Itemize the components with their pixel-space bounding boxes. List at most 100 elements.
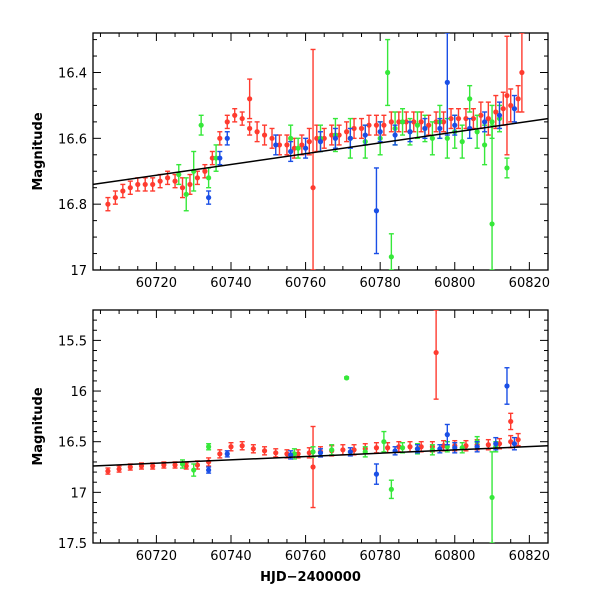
data-point: [105, 201, 111, 207]
data-point: [310, 449, 316, 455]
data-point: [489, 494, 495, 501]
data-point: [381, 439, 387, 445]
data-point: [433, 349, 439, 356]
data-point: [224, 451, 230, 457]
data-point: [288, 148, 294, 155]
data-point: [504, 92, 510, 99]
x-tick-label: 60800: [434, 549, 475, 564]
data-point: [344, 129, 350, 135]
data-point: [187, 181, 193, 188]
data-point: [273, 142, 279, 148]
data-point: [396, 119, 402, 125]
data-point: [407, 129, 413, 135]
data-point: [358, 125, 365, 132]
y-tick-label: 16.8: [58, 198, 87, 213]
data-point: [142, 181, 148, 188]
data-point: [194, 462, 201, 468]
data-point: [485, 442, 491, 448]
data-point: [481, 119, 488, 125]
data-point: [496, 441, 503, 447]
data-point: [385, 445, 391, 451]
x-tick-label: 60780: [359, 549, 400, 564]
data-point: [217, 155, 223, 161]
data-point: [414, 122, 421, 128]
data-point: [496, 112, 503, 118]
data-point: [351, 125, 357, 132]
data-point: [329, 447, 335, 453]
data-point: [150, 463, 156, 469]
data-point: [448, 115, 454, 122]
data-point: [444, 432, 450, 438]
data-point: [508, 418, 514, 425]
data-point: [340, 447, 346, 453]
data-point: [377, 129, 383, 135]
data-point: [317, 450, 324, 456]
data-point: [347, 135, 353, 141]
data-point: [381, 122, 387, 128]
data-point: [194, 175, 201, 181]
data-point: [284, 142, 290, 148]
data-point: [127, 464, 133, 470]
data-point: [157, 178, 163, 184]
data-point: [250, 446, 256, 452]
data-point: [344, 375, 350, 381]
data-point: [273, 450, 279, 456]
x-tick-label: 60720: [136, 276, 177, 291]
data-point: [228, 444, 234, 450]
data-point: [385, 69, 391, 76]
x-axis-title: HJD−2400000: [260, 570, 361, 585]
x-tick-label: 60740: [210, 276, 251, 291]
data-point: [485, 115, 491, 122]
data-point: [362, 132, 368, 138]
data-point: [302, 145, 309, 151]
data-point: [422, 125, 428, 132]
data-point: [452, 122, 458, 128]
data-point: [504, 165, 510, 171]
data-point: [198, 122, 204, 128]
y-tick-label: 16.4: [58, 67, 87, 82]
data-point: [179, 185, 186, 191]
data-point: [202, 168, 208, 174]
x-tick-label: 60780: [359, 276, 400, 291]
x-tick-label: 60800: [434, 276, 475, 291]
data-point: [444, 444, 450, 450]
data-point: [403, 119, 409, 125]
data-point: [127, 185, 133, 191]
bottom-panel: 60720 60740 60760 60780 60800 60820 15.5 16 16.5…: [31, 309, 550, 585]
data-point: [299, 142, 305, 148]
data-point: [489, 119, 495, 125]
data-point: [172, 178, 178, 184]
data-point: [373, 471, 380, 477]
data-point: [470, 115, 477, 122]
data-point: [105, 468, 111, 474]
data-point: [254, 129, 260, 135]
data-point: [493, 441, 499, 447]
data-point: [135, 181, 141, 188]
data-point: [388, 119, 394, 125]
data-point: [310, 185, 316, 191]
data-point: [478, 112, 484, 118]
data-point: [444, 79, 450, 85]
data-point: [373, 122, 380, 128]
data-point: [459, 139, 465, 145]
data-point: [209, 155, 215, 161]
data-point: [373, 208, 380, 214]
data-point: [161, 462, 167, 468]
data-point: [519, 69, 525, 76]
data-point: [508, 102, 514, 109]
data-point: [321, 135, 327, 141]
data-point: [261, 132, 268, 138]
data-point: [411, 119, 417, 125]
data-point: [164, 175, 171, 181]
data-point: [116, 466, 122, 472]
data-point: [347, 449, 353, 455]
data-layer: [93, 310, 548, 543]
data-point: [269, 135, 275, 141]
data-point: [392, 132, 398, 138]
data-point: [388, 486, 394, 492]
data-point: [493, 109, 499, 115]
data-point: [206, 444, 212, 450]
x-tick-label: 60760: [285, 276, 326, 291]
data-point: [515, 437, 521, 443]
